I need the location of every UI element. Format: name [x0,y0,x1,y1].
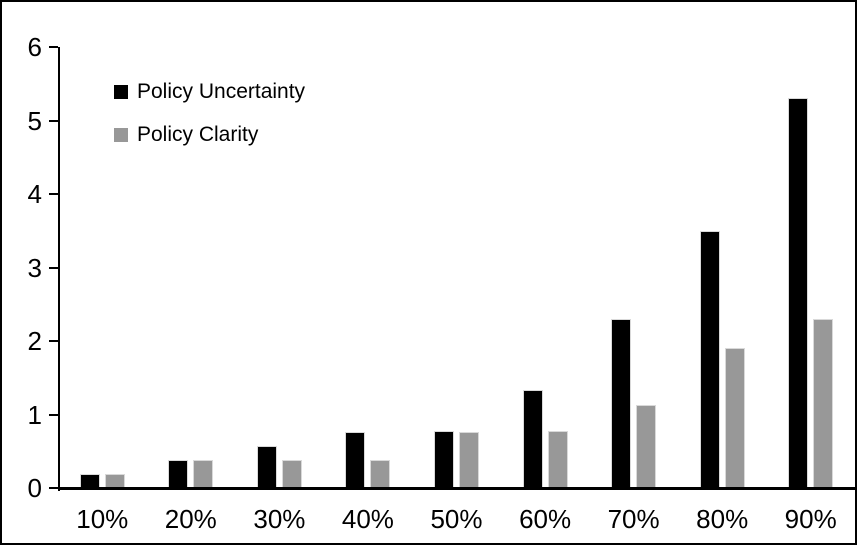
y-tick-label: 0 [27,473,42,503]
y-axis-tick [49,193,58,195]
legend-item-policy-uncertainty: Policy Uncertainty [114,80,306,103]
legend-swatch-policy-uncertainty [114,85,128,99]
legend-label-policy-uncertainty: Policy Uncertainty [137,80,306,103]
bar-policy-uncertainty [522,390,543,488]
x-category-label: 80% [696,504,749,534]
x-category-label: 90% [784,504,837,534]
x-category-label: 70% [607,504,660,534]
y-axis-tick [49,413,58,416]
x-axis [58,487,855,490]
y-axis-tick [49,119,58,122]
legend-item-policy-clarity: Policy Clarity [114,123,259,146]
bar-policy-uncertainty [168,460,189,488]
legend-swatch-policy-clarity [114,128,128,142]
y-axis [58,47,60,491]
bar-policy-clarity [193,460,214,488]
bar-policy-uncertainty [788,98,809,488]
bar-policy-clarity [104,474,125,488]
x-category-label: 50% [430,504,483,534]
bar-policy-clarity [281,460,302,488]
x-category-label: 60% [519,504,572,534]
bar-policy-uncertainty [256,446,277,488]
y-axis-tick [49,340,58,342]
bar-policy-clarity [547,431,568,488]
bar-policy-clarity [724,348,745,489]
y-tick-label: 5 [27,105,42,136]
bar-policy-uncertainty [79,474,100,488]
y-axis-tick [49,487,58,489]
x-category-label: 20% [164,504,217,534]
bar-policy-uncertainty [434,431,454,488]
bar-policy-clarity [636,404,657,488]
bar-policy-uncertainty [611,319,632,488]
y-tick-label: 6 [27,32,42,62]
legend-label-policy-clarity: Policy Clarity [137,123,259,146]
bar-policy-clarity [459,432,479,488]
x-category-label: 30% [253,504,306,534]
y-tick-label: 1 [27,399,42,430]
bar-policy-uncertainty [699,230,720,489]
y-tick-label: 2 [27,326,42,356]
x-category-label: 10% [76,504,129,534]
bar-policy-clarity [813,319,834,488]
bar-policy-clarity [370,460,391,488]
y-tick-label: 4 [27,179,42,209]
y-axis-tick [49,266,58,269]
y-tick-label: 3 [27,252,42,283]
bar-policy-uncertainty [345,432,366,488]
y-axis-tick [49,46,58,48]
x-category-label: 40% [341,504,394,534]
